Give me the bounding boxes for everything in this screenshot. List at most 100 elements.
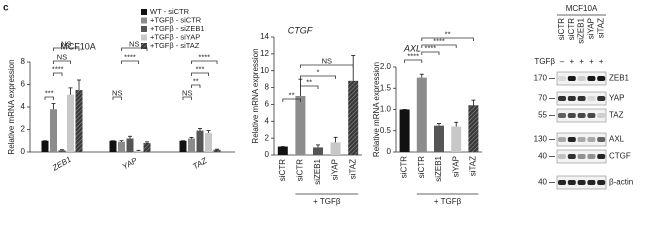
chart-title: CTGF bbox=[288, 25, 313, 35]
sig-bracket bbox=[300, 85, 319, 89]
sig-bracket bbox=[300, 64, 354, 68]
blot-band bbox=[558, 154, 566, 159]
blot-band bbox=[577, 113, 586, 118]
protein-label: TAZ bbox=[609, 111, 624, 120]
blot-band bbox=[558, 137, 566, 142]
x-tick-label: siTAZ bbox=[469, 156, 478, 176]
bar bbox=[143, 143, 151, 152]
y-tick-label: 12 bbox=[260, 49, 269, 58]
legend-swatch bbox=[141, 43, 147, 49]
sig-bracket bbox=[191, 60, 218, 64]
bar bbox=[196, 130, 204, 152]
x-tick-label: ZEB1 bbox=[50, 155, 73, 173]
y-tick-label: 0 bbox=[265, 150, 270, 159]
sig-label: ** bbox=[193, 76, 199, 85]
x-tick-label: siYAP bbox=[331, 159, 340, 180]
protein-label: CTGF bbox=[609, 152, 631, 161]
blot-band bbox=[567, 137, 576, 142]
y-tick-label: 0 bbox=[21, 147, 26, 156]
marker-label: 40 bbox=[538, 178, 547, 187]
sig-label: *** bbox=[196, 64, 205, 73]
bar bbox=[399, 109, 410, 152]
x-tick-label: siCTR bbox=[296, 159, 305, 181]
y-axis-label: Relative mRNA expression bbox=[251, 48, 260, 143]
bar bbox=[416, 77, 427, 152]
x-tick-label: siCTR bbox=[417, 156, 426, 178]
sig-label: **** bbox=[407, 51, 419, 60]
blot-band bbox=[587, 137, 596, 142]
lane-label: siCTR bbox=[567, 18, 576, 40]
bar bbox=[277, 146, 288, 155]
blot-band bbox=[597, 113, 606, 118]
blot-band bbox=[558, 96, 566, 101]
legend-label: +TGFβ - siTAZ bbox=[150, 41, 200, 50]
legend-swatch bbox=[141, 26, 147, 32]
y-tick-label: 2 bbox=[265, 133, 270, 142]
bar bbox=[188, 138, 195, 152]
bar bbox=[58, 150, 66, 152]
y-tick-label: 6 bbox=[265, 100, 270, 109]
lane-label: siTAZ bbox=[596, 18, 605, 38]
protein-label: β-actin bbox=[609, 178, 633, 187]
sig-bracket bbox=[53, 47, 80, 51]
legend-label: +TGFβ - siYAP bbox=[150, 32, 200, 41]
sig-bracket bbox=[404, 59, 423, 63]
bar bbox=[75, 90, 83, 152]
blot-band bbox=[597, 96, 606, 101]
bar bbox=[213, 149, 221, 152]
sig-label: NS bbox=[61, 39, 71, 48]
lane-label: siCTR bbox=[557, 18, 566, 40]
group-label: + TGFβ bbox=[313, 197, 341, 206]
x-tick-label: siTAZ bbox=[348, 159, 357, 179]
legend-label: +TGFβ - siZEB1 bbox=[150, 24, 205, 33]
blot-band bbox=[577, 96, 586, 101]
blot-band bbox=[567, 76, 576, 81]
sig-bracket bbox=[191, 72, 209, 76]
y-tick-label: 6 bbox=[21, 80, 26, 89]
y-tick-label: 2.0 bbox=[380, 62, 392, 71]
panel-label: c bbox=[3, 3, 9, 14]
sig-label: * bbox=[317, 67, 320, 76]
blot-band bbox=[587, 180, 596, 185]
blot-band bbox=[567, 96, 576, 101]
blot-strip bbox=[556, 149, 607, 164]
bar bbox=[50, 109, 57, 152]
bar bbox=[295, 96, 306, 155]
sig-bracket bbox=[300, 75, 336, 79]
sig-bracket bbox=[421, 51, 440, 55]
legend-swatch bbox=[141, 34, 147, 41]
y-axis-label: Relative mRNA expression bbox=[7, 59, 16, 154]
lane-label: siZEB1 bbox=[577, 17, 586, 43]
blot-band bbox=[597, 180, 606, 185]
sig-label: *** bbox=[45, 88, 54, 97]
sig-bracket bbox=[282, 98, 301, 102]
legend-swatch bbox=[141, 9, 147, 15]
sig-label: NS bbox=[57, 52, 67, 61]
sig-label: **** bbox=[124, 52, 136, 61]
blot-band bbox=[587, 96, 596, 101]
sig-label: **** bbox=[425, 43, 437, 52]
marker-label: 70 bbox=[538, 94, 547, 103]
protein-label: ZEB1 bbox=[609, 74, 630, 83]
bar bbox=[126, 138, 134, 152]
blot-title: MCF10A bbox=[566, 4, 598, 13]
y-tick-label: 1.0 bbox=[380, 105, 392, 114]
y-tick-label: 10 bbox=[260, 66, 269, 75]
blot-band bbox=[567, 113, 576, 118]
bar bbox=[468, 105, 479, 152]
bar bbox=[434, 125, 444, 152]
group-label: + TGFβ bbox=[434, 197, 462, 206]
sig-label: **** bbox=[198, 52, 210, 61]
sig-label: **** bbox=[52, 64, 64, 73]
sig-label: ** bbox=[289, 90, 295, 99]
marker-label: 55 bbox=[538, 111, 547, 120]
treatment-sign: + bbox=[579, 57, 584, 66]
bar bbox=[313, 147, 323, 155]
sig-label: ** bbox=[445, 29, 451, 38]
y-axis-label: Relative mRNA expression bbox=[372, 62, 381, 157]
bar bbox=[330, 142, 341, 155]
blot-strip bbox=[556, 71, 607, 86]
bar bbox=[205, 132, 212, 152]
treatment-label: TGFβ bbox=[534, 57, 555, 66]
x-tick-label: siYAP bbox=[451, 156, 460, 177]
